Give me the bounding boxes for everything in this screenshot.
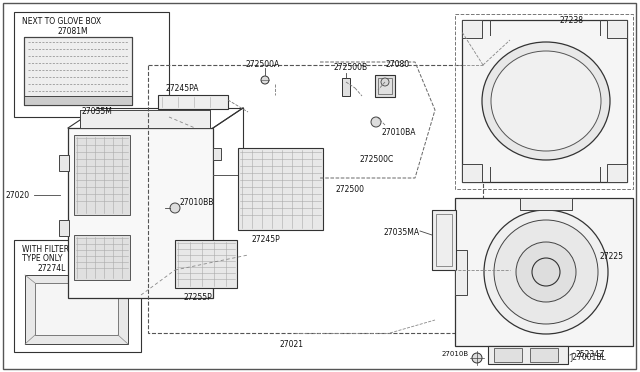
Bar (455, 250, 467, 295)
Circle shape (516, 242, 576, 302)
Bar (35, 283, 118, 335)
Bar (378, 78, 392, 94)
Bar (24, 96, 132, 105)
Circle shape (170, 203, 180, 213)
Text: 272500A: 272500A (246, 60, 280, 69)
Bar (607, 164, 627, 182)
Bar (375, 75, 395, 97)
Bar (455, 198, 633, 346)
Text: WITH FILTER: WITH FILTER (22, 245, 69, 254)
Bar (607, 20, 627, 38)
Bar (148, 65, 483, 333)
Text: 27080: 27080 (385, 60, 409, 69)
Text: 27238: 27238 (560, 16, 584, 25)
Bar (488, 346, 568, 364)
Circle shape (261, 76, 269, 84)
Ellipse shape (491, 51, 601, 151)
Text: 27021: 27021 (280, 340, 304, 349)
Bar (175, 240, 237, 288)
Bar (213, 148, 221, 160)
Bar (24, 37, 132, 105)
Text: 27010BA: 27010BA (382, 128, 417, 137)
Text: 27035M: 27035M (82, 107, 113, 116)
Bar (462, 20, 482, 38)
Text: 27081M: 27081M (57, 27, 88, 36)
Text: 27010B: 27010B (442, 351, 469, 357)
Circle shape (371, 117, 381, 127)
Circle shape (381, 78, 389, 86)
Bar (462, 164, 482, 182)
Bar (530, 348, 558, 362)
Bar (59, 220, 69, 236)
Text: 272500B: 272500B (334, 63, 368, 72)
Text: 27010BB: 27010BB (180, 198, 214, 207)
Text: 27255P: 27255P (183, 293, 212, 302)
Text: 272500: 272500 (336, 185, 365, 194)
Circle shape (484, 210, 608, 334)
Circle shape (532, 258, 560, 286)
Bar (238, 148, 323, 230)
Bar (25, 275, 128, 344)
Text: 27035MA: 27035MA (384, 228, 420, 237)
Text: 25234Z: 25234Z (576, 350, 605, 359)
Bar (520, 198, 572, 210)
Text: NEXT TO GLOVE BOX: NEXT TO GLOVE BOX (22, 17, 101, 26)
Bar (74, 235, 130, 280)
Bar (455, 14, 633, 189)
Bar (342, 78, 350, 96)
Bar (158, 95, 228, 109)
Bar (494, 348, 522, 362)
Text: 27245P: 27245P (252, 235, 281, 244)
Bar (462, 20, 627, 182)
Circle shape (494, 220, 598, 324)
Ellipse shape (482, 42, 610, 160)
Circle shape (472, 353, 482, 363)
Bar (80, 110, 210, 128)
Text: 27274L: 27274L (38, 264, 67, 273)
Text: 27245PA: 27245PA (165, 84, 198, 93)
Bar (14, 12, 169, 117)
Text: 272500C: 272500C (360, 155, 394, 164)
Bar (432, 210, 456, 270)
Text: TYPE ONLY: TYPE ONLY (22, 254, 63, 263)
Text: 27020: 27020 (5, 190, 29, 199)
Bar (74, 135, 130, 215)
Bar (59, 155, 69, 171)
Text: 27225: 27225 (600, 252, 624, 261)
Text: J27001BL: J27001BL (570, 353, 605, 362)
Bar (14, 240, 141, 352)
Bar (24, 37, 132, 105)
Bar (436, 214, 452, 266)
Bar (68, 128, 213, 298)
